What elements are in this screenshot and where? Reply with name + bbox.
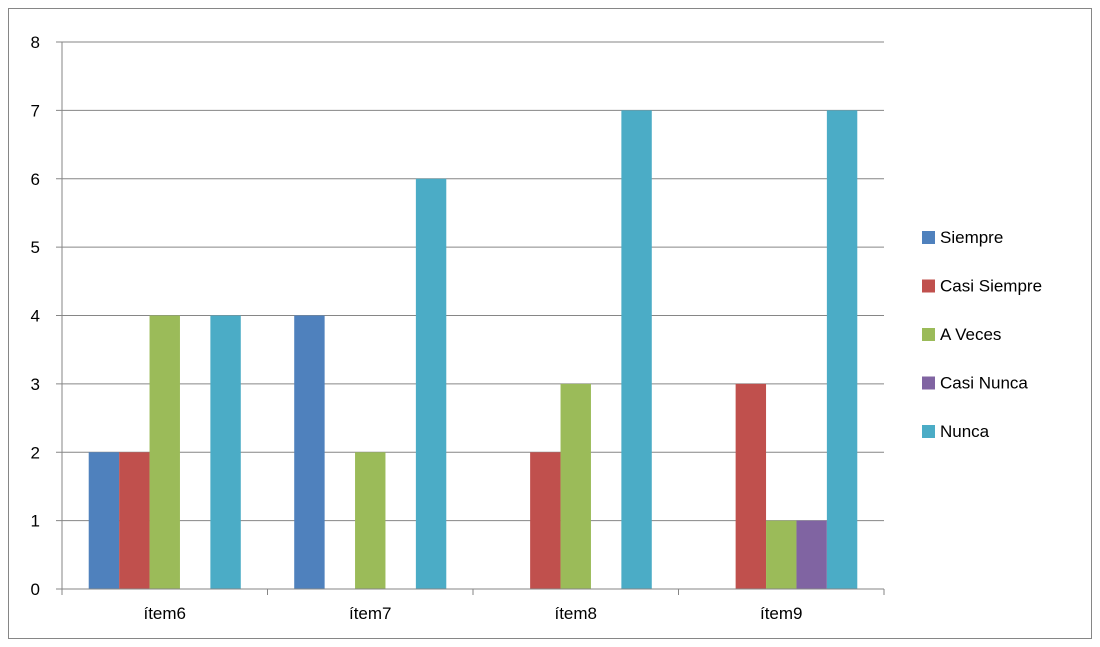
legend-swatch xyxy=(922,328,935,341)
bar xyxy=(210,315,241,589)
legend-label: A Veces xyxy=(940,325,1001,344)
legend-swatch xyxy=(922,279,935,293)
y-tick-label: 2 xyxy=(31,443,40,462)
bar xyxy=(149,315,180,589)
legend-swatch xyxy=(922,425,935,438)
bars xyxy=(88,110,858,589)
bar xyxy=(294,315,325,589)
legend-label: Casi Siempre xyxy=(940,277,1042,296)
y-tick-label: 0 xyxy=(31,580,40,599)
x-tick-label: ítem6 xyxy=(143,604,186,623)
x-tick-label: ítem7 xyxy=(349,604,392,623)
bar xyxy=(560,383,591,589)
y-tick-label: 4 xyxy=(31,307,40,326)
legend-swatch xyxy=(922,376,935,390)
legend: Siempre Casi Siempre A Veces Casi Nunca Nunc… xyxy=(922,228,1042,441)
bar xyxy=(735,383,767,589)
y-tick-label: 3 xyxy=(31,375,40,394)
bar xyxy=(415,178,447,589)
bar xyxy=(826,110,858,589)
bar xyxy=(88,452,120,589)
y-tick-label: 6 xyxy=(31,170,40,189)
x-tick-label: ítem8 xyxy=(554,604,597,623)
bar xyxy=(621,110,652,589)
bar xyxy=(766,520,797,589)
bar xyxy=(796,520,827,589)
y-tick-label: 1 xyxy=(31,512,40,531)
bar xyxy=(530,452,561,589)
legend-label: Casi Nunca xyxy=(940,374,1028,393)
legend-label: Siempre xyxy=(940,228,1003,247)
bar xyxy=(119,452,150,589)
y-tick-label: 8 xyxy=(31,33,40,52)
legend-label: Nunca xyxy=(940,422,990,441)
y-tick-label: 7 xyxy=(31,101,40,120)
y-tick-label: 5 xyxy=(31,238,40,257)
x-tick-label: ítem9 xyxy=(760,604,803,623)
legend-swatch xyxy=(922,231,935,244)
axes: 0 1 2 3 4 5 6 7 8 ítem6 ítem7 ítem8 ítem9 xyxy=(31,33,885,623)
bar xyxy=(355,452,386,589)
